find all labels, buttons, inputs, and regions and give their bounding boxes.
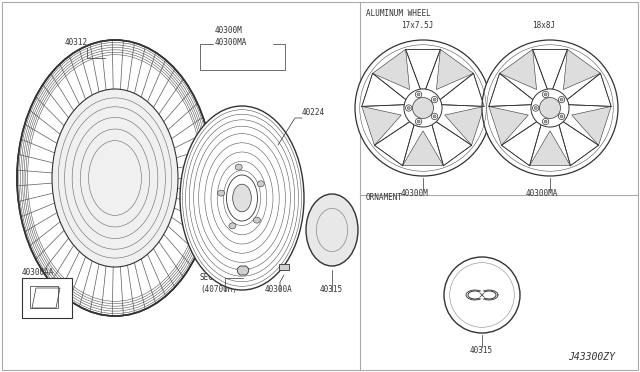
- Circle shape: [431, 96, 438, 103]
- Text: 40300AA: 40300AA: [22, 268, 54, 277]
- Circle shape: [560, 115, 563, 118]
- Circle shape: [482, 40, 618, 176]
- Ellipse shape: [479, 291, 485, 299]
- Text: ALUMINUM WHEEL: ALUMINUM WHEEL: [366, 9, 431, 18]
- Polygon shape: [502, 122, 541, 166]
- Text: 40300M: 40300M: [401, 189, 429, 198]
- Ellipse shape: [17, 40, 213, 316]
- Circle shape: [542, 118, 548, 125]
- Circle shape: [433, 98, 436, 101]
- Circle shape: [404, 89, 442, 127]
- Ellipse shape: [257, 181, 264, 187]
- Ellipse shape: [227, 175, 257, 221]
- Circle shape: [431, 113, 438, 119]
- Circle shape: [540, 97, 561, 118]
- Polygon shape: [559, 122, 598, 166]
- Text: 40300MA: 40300MA: [526, 189, 558, 198]
- Ellipse shape: [218, 190, 225, 196]
- Polygon shape: [440, 73, 484, 106]
- Circle shape: [355, 40, 491, 176]
- Circle shape: [407, 106, 410, 109]
- Text: SEC.253
(40700M): SEC.253 (40700M): [200, 273, 237, 294]
- Text: 17x7.5J: 17x7.5J: [401, 21, 433, 30]
- Circle shape: [444, 257, 520, 333]
- Circle shape: [560, 98, 563, 101]
- Ellipse shape: [180, 106, 304, 290]
- Polygon shape: [489, 73, 533, 106]
- Polygon shape: [279, 264, 289, 270]
- Polygon shape: [362, 73, 406, 106]
- Circle shape: [558, 113, 564, 119]
- Polygon shape: [572, 106, 611, 145]
- Circle shape: [531, 89, 569, 127]
- Circle shape: [417, 93, 420, 96]
- Ellipse shape: [52, 89, 178, 267]
- Polygon shape: [532, 49, 568, 89]
- Circle shape: [415, 118, 422, 125]
- Polygon shape: [567, 73, 611, 106]
- Bar: [30, 286, 58, 308]
- Polygon shape: [372, 49, 410, 90]
- Circle shape: [534, 106, 537, 109]
- Text: 40315: 40315: [320, 285, 343, 294]
- Ellipse shape: [306, 194, 358, 266]
- Text: 40312: 40312: [65, 38, 88, 47]
- Text: 40224: 40224: [302, 108, 325, 117]
- Bar: [22, 278, 72, 318]
- Polygon shape: [432, 122, 472, 166]
- Ellipse shape: [236, 164, 242, 170]
- Polygon shape: [445, 106, 484, 145]
- Ellipse shape: [229, 223, 236, 229]
- Text: ORNAMENT: ORNAMENT: [366, 193, 403, 202]
- Circle shape: [415, 91, 422, 97]
- Circle shape: [558, 96, 564, 103]
- Polygon shape: [403, 131, 444, 166]
- Circle shape: [413, 97, 433, 118]
- Text: 40300A: 40300A: [265, 285, 292, 294]
- Circle shape: [417, 120, 420, 123]
- Circle shape: [542, 91, 548, 97]
- Polygon shape: [362, 106, 401, 145]
- Polygon shape: [529, 131, 570, 166]
- Polygon shape: [563, 49, 600, 90]
- Text: 40315: 40315: [470, 346, 493, 355]
- Text: J43300ZY: J43300ZY: [568, 352, 615, 362]
- Ellipse shape: [233, 184, 252, 212]
- Circle shape: [544, 93, 547, 96]
- Text: 40300M
40300MA: 40300M 40300MA: [215, 26, 248, 47]
- Polygon shape: [237, 266, 249, 275]
- Circle shape: [433, 115, 436, 118]
- Polygon shape: [374, 122, 414, 166]
- Polygon shape: [406, 49, 440, 89]
- Ellipse shape: [253, 217, 260, 223]
- Circle shape: [406, 105, 412, 111]
- Polygon shape: [436, 49, 474, 90]
- Text: 18x8J: 18x8J: [532, 21, 555, 30]
- Polygon shape: [489, 106, 528, 145]
- Circle shape: [532, 105, 539, 111]
- Polygon shape: [500, 49, 536, 90]
- Circle shape: [544, 120, 547, 123]
